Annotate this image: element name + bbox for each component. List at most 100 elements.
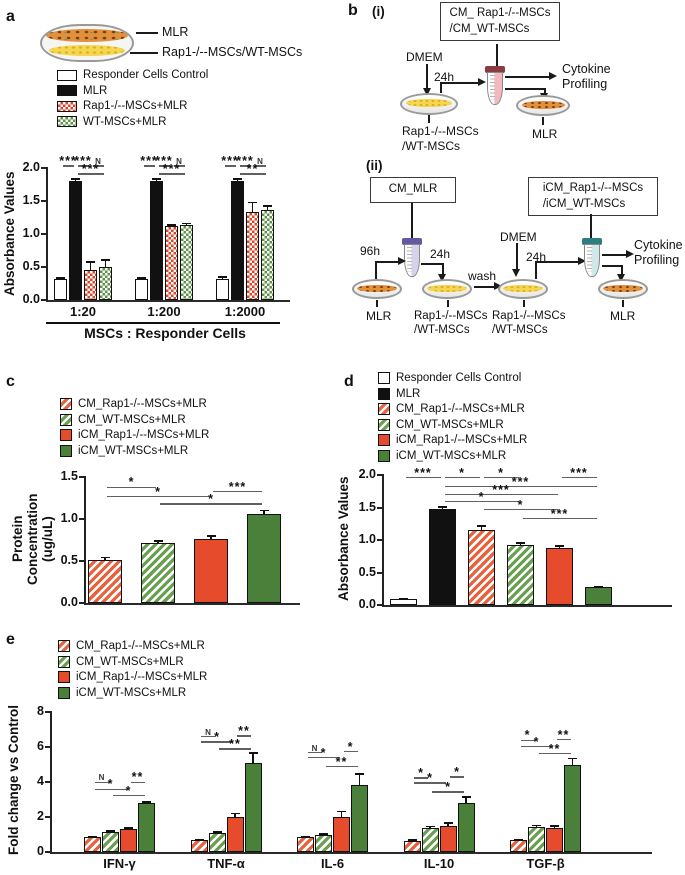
legend-label: MLR	[396, 387, 421, 400]
legend-item: MLR	[57, 85, 208, 97]
callout-line	[523, 300, 525, 307]
legend-item: Rap1-/--MSCs+MLR	[57, 100, 208, 112]
legend-item: iCM_Rap1-/--MSCs+MLR	[378, 434, 527, 446]
y-tick-label: 2.0	[22, 160, 40, 174]
significance-label: *	[427, 771, 433, 786]
msc-dish-3	[498, 279, 548, 299]
significance-line	[444, 493, 558, 496]
x-category-label: IL-10	[423, 856, 455, 871]
legend-item: WT-MSCs+MLR	[57, 116, 208, 128]
error-bar	[234, 812, 236, 817]
x-category-label: TGF-β	[526, 856, 565, 871]
cytokine-profiling-label: Cytokine Profiling	[562, 62, 611, 92]
red-hatch-swatch	[60, 398, 72, 410]
error-bar-cap	[86, 261, 95, 263]
legend-label: iCM_Rap1-/--MSCs+MLR	[78, 429, 210, 441]
error-bar	[252, 752, 254, 763]
time-24h-label: 24h	[526, 250, 547, 264]
y-tick-label: 6	[37, 739, 44, 753]
red-solid-swatch	[378, 434, 390, 446]
error-bar	[104, 556, 106, 561]
x-category-label: TNF-α	[207, 856, 245, 871]
error-bar-cap	[337, 810, 346, 813]
bar	[507, 545, 534, 605]
arrow-down-icon	[422, 88, 431, 96]
significance-line	[219, 748, 251, 750]
significance-label: *	[454, 765, 460, 780]
msc-dish-2	[422, 279, 472, 299]
error-bar	[558, 545, 561, 549]
bar	[194, 539, 228, 603]
error-bar-cap	[516, 541, 525, 544]
significance-line	[77, 173, 104, 175]
msc-fill	[427, 284, 467, 292]
mlr-dish-right	[598, 279, 648, 299]
mlr-fill	[357, 284, 397, 292]
significance-line	[239, 173, 266, 175]
sub-i-label: (i)	[372, 4, 385, 19]
x-category-label: IL-6	[320, 856, 345, 871]
y-tick-mark	[45, 781, 52, 783]
error-bar	[358, 773, 361, 785]
bar	[138, 803, 155, 852]
callout-line	[622, 300, 624, 307]
arrow-down-icon	[437, 274, 446, 282]
mlr-right-label: MLR	[610, 309, 636, 323]
y-tick-mark	[79, 560, 86, 562]
significance-line	[77, 165, 89, 167]
significance-line	[538, 752, 571, 754]
error-bar-cap	[101, 259, 110, 261]
significance-label: **	[238, 724, 250, 738]
significance-label: *	[498, 465, 504, 480]
significance-line	[237, 735, 251, 737]
chart-plot: 0.0 0.5 1.0 1.5 2.0 *** * * *** *** *** * * ***	[359, 467, 672, 611]
green-hatch-swatch	[378, 418, 390, 431]
callout-line	[376, 300, 378, 307]
error-bar-cap	[399, 597, 408, 600]
error-bar-cap	[532, 824, 541, 827]
significance-line	[201, 736, 215, 738]
legend-item: CM_WT-MSCs+MLR	[58, 655, 207, 668]
time-96h-label: 96h	[360, 244, 381, 258]
cm-mlr-box: CM_MLR	[370, 177, 456, 203]
sub-ii-label: (ii)	[366, 158, 383, 173]
significance-line	[254, 165, 266, 167]
legend-item: CM_Rap1-/--MSCs+MLR	[58, 640, 207, 652]
significance-label: *	[125, 783, 132, 798]
significance-label: ***	[155, 154, 173, 169]
callout-line-msc	[130, 52, 158, 54]
bar	[135, 278, 148, 300]
error-bar-cap	[206, 534, 216, 537]
y-tick-label: 1.5	[60, 469, 78, 483]
diagram-b-i: (i) CM_ Rap1-/--MSCs /CM_WT-MSCs DMEM 24…	[340, 0, 685, 153]
mlr-left-label: MLR	[366, 309, 392, 323]
flow-line	[544, 88, 546, 95]
significance-line	[160, 503, 262, 505]
legend-item: iCM_WT-MSCs+MLR	[378, 449, 527, 462]
error-bar	[340, 810, 343, 817]
error-bar-cap	[194, 838, 204, 841]
callout-line	[447, 300, 449, 307]
wash-label: wash	[468, 269, 497, 283]
tube-body	[404, 244, 420, 277]
significance-label: ***	[81, 162, 100, 177]
flow-line	[440, 82, 480, 84]
error-bar	[263, 509, 265, 514]
legend-item: iCM_WT-MSCs+MLR	[60, 444, 209, 457]
significance-line	[520, 745, 553, 747]
error-bar	[236, 177, 239, 182]
bar	[315, 834, 332, 852]
y-axis-label: Protein Concentration (ug/uL)	[10, 493, 56, 585]
bar	[165, 226, 178, 300]
error-bar-cap	[212, 831, 222, 833]
bar	[141, 543, 175, 603]
significance-label: **	[335, 754, 348, 769]
diagram-b-ii: (ii) CM_MLR MLR 96h 24h Rap1-/--MSCs /WT…	[340, 150, 685, 360]
bar	[510, 839, 527, 852]
error-bar-cap	[477, 525, 486, 527]
significance-line	[307, 751, 322, 754]
error-bar	[251, 201, 254, 213]
legend-label: CM_Rap1-/--MSCs+MLR	[78, 398, 207, 410]
y-tick-label: 2.0	[358, 467, 376, 481]
y-tick-label: 1.5	[358, 499, 376, 514]
